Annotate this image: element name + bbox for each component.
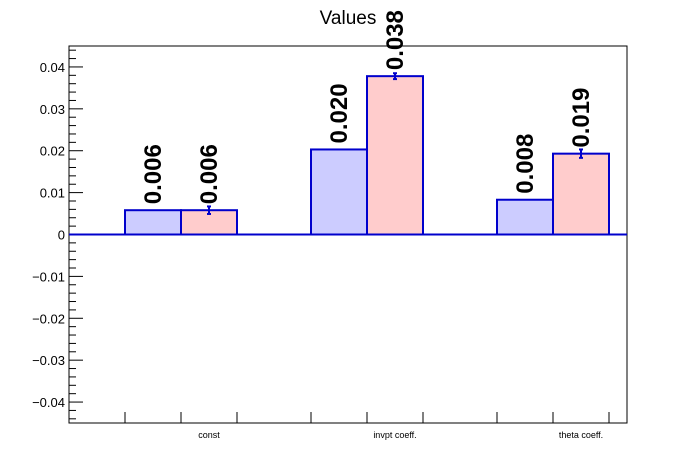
y-tick-label: −0.03 [32,353,65,368]
x-category-label: const [198,430,220,440]
error-bars [207,72,583,215]
y-tick-label: 0.02 [40,144,65,159]
y-tick-label: 0.03 [40,102,65,117]
y-tick-label: −0.02 [32,311,65,326]
x-axis: const invpt coeff. theta coeff. [124,412,610,440]
bar [366,75,424,236]
bar [310,148,368,236]
data-label: 0.006 [196,144,223,204]
y-tick-label: −0.04 [32,395,65,410]
y-tick-label: 0.01 [40,186,65,201]
y-tick-label: 0.04 [40,60,65,75]
y-tick-label: 0 [58,228,65,243]
y-tick-label: −0.01 [32,269,65,284]
y-axis: −0.04 −0.03 −0.02 −0.01 0 0.01 0.02 0.03 0.04 [32,49,83,420]
bar [496,198,554,236]
bar [552,152,610,236]
x-category-label: theta coeff. [559,430,603,440]
x-category-label: invpt coeff. [373,430,416,440]
data-label: 0.019 [568,88,595,148]
data-label: 0.020 [326,83,353,143]
data-label: 0.008 [512,134,539,194]
chart-title: Values [320,8,377,29]
bar [124,209,182,236]
data-label: 0.038 [382,10,409,70]
data-labels: 0.006 0.020 0.008 0.006 0.038 0.019 [140,10,595,204]
data-label: 0.006 [140,144,167,204]
